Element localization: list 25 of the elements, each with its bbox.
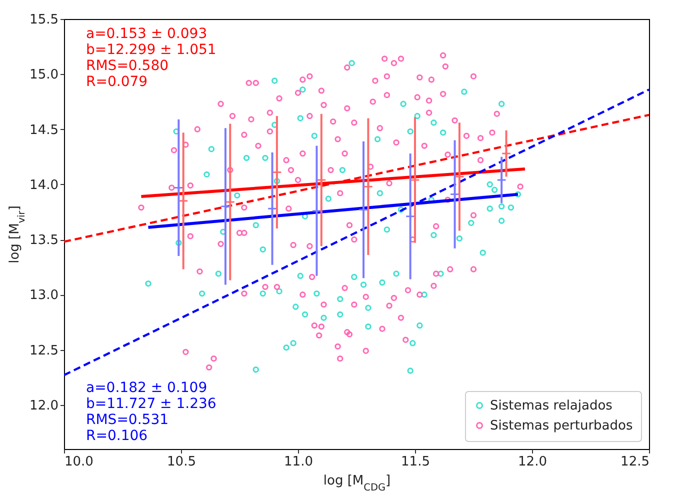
annotation: b=12.299 ± 1.051 — [86, 42, 216, 58]
annotation: a=0.182 ± 0.109 — [86, 380, 208, 396]
x-tick-label: 12.0 — [518, 454, 547, 470]
annotation: RMS=0.531 — [86, 412, 169, 428]
y-tick-label: 15.5 — [30, 12, 58, 28]
y-tick-label: 12.5 — [30, 343, 58, 358]
annotation: RMS=0.580 — [86, 58, 169, 74]
legend-label: Sistemas relajados — [490, 398, 613, 414]
y-tick-label: 14.5 — [30, 122, 58, 138]
legend-label: Sistemas perturbados — [490, 418, 633, 434]
annotation: R=0.079 — [86, 74, 148, 90]
y-tick-label: 14.0 — [30, 178, 58, 193]
x-tick-label: 10.5 — [167, 454, 196, 470]
x-axis-title: log [M$_{CDG}$] — [323, 474, 391, 493]
y-tick-label: 13.5 — [30, 233, 58, 248]
y-tick-label: 13.0 — [30, 288, 58, 304]
x-tick-label: 11.5 — [401, 454, 430, 470]
annotation: a=0.153 ± 0.093 — [86, 26, 208, 42]
annotation: R=0.106 — [86, 428, 148, 444]
x-tick-label: 11.0 — [284, 454, 313, 470]
y-tick-label: 12.0 — [30, 398, 58, 414]
x-tick-label: 12.5 — [620, 454, 650, 470]
y-tick-label: 15.0 — [30, 68, 58, 83]
annotation: b=11.727 ± 1.236 — [86, 396, 216, 412]
x-tick-label: 10.0 — [64, 454, 94, 470]
